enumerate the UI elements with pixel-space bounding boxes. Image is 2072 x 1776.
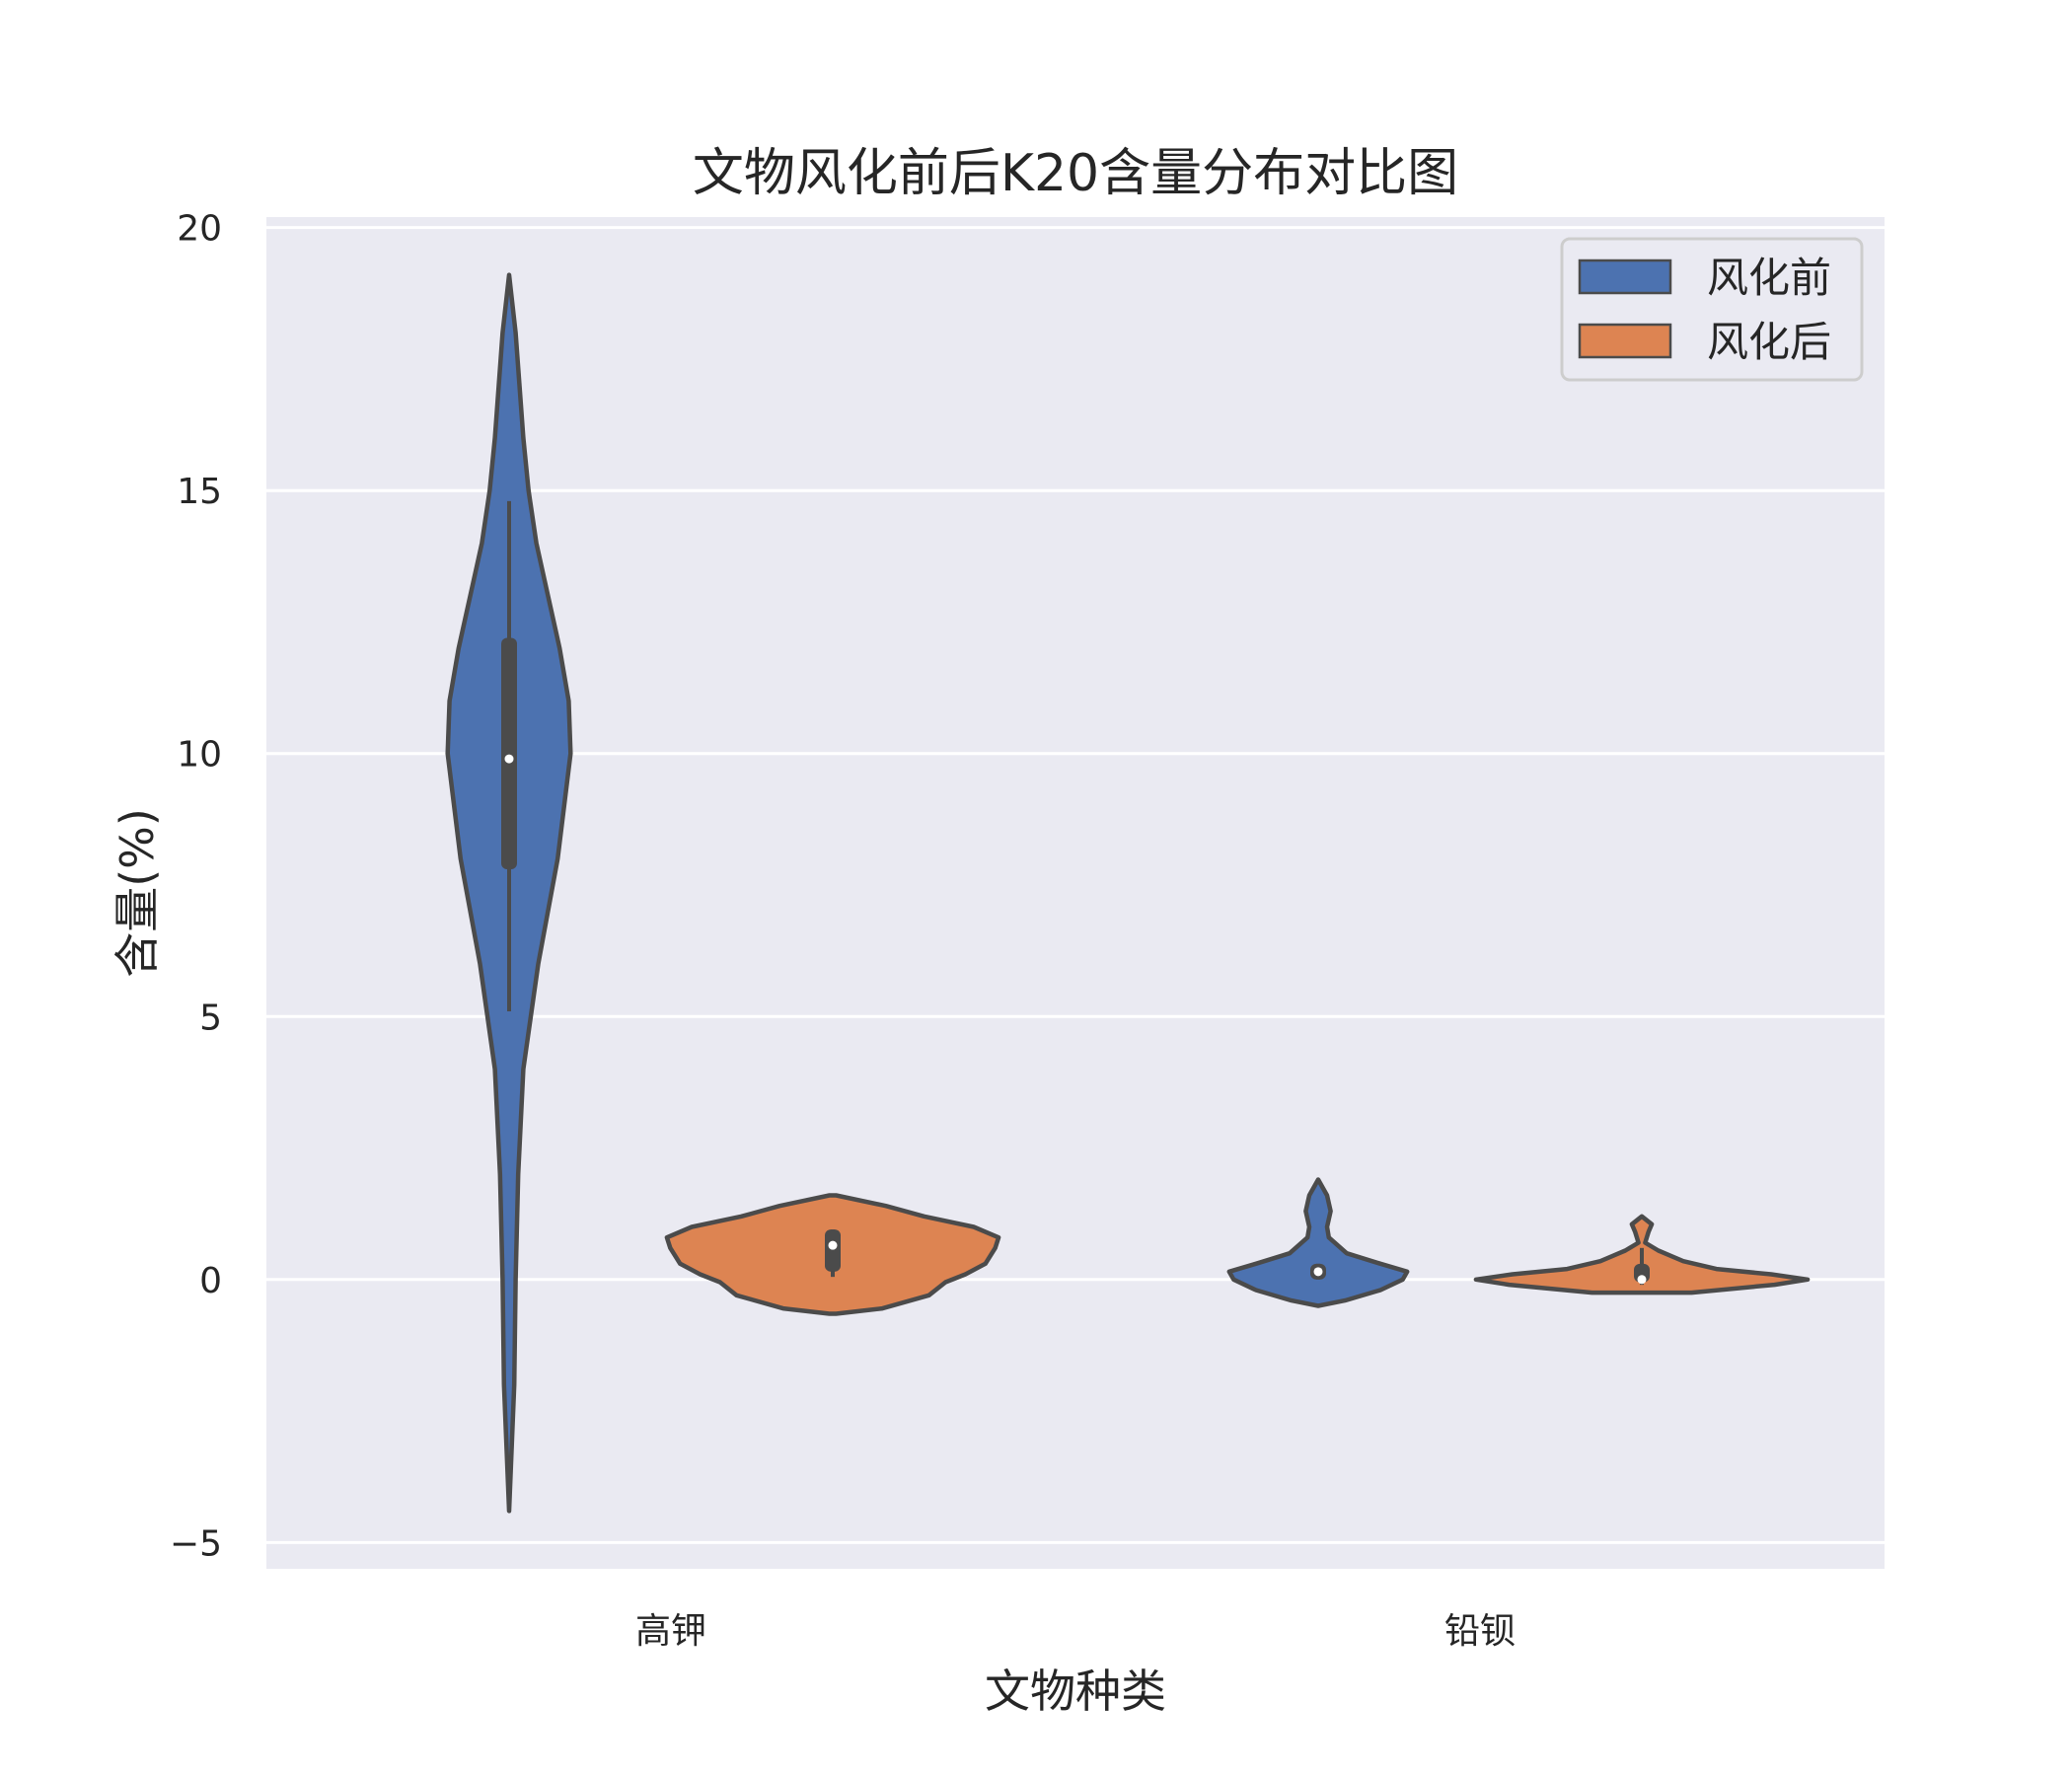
y-tick-label-15: 15 — [177, 472, 222, 512]
y-tick-label-10: 10 — [177, 735, 222, 776]
violin-高钾-风化后 — [664, 1193, 1001, 1316]
violin-iqr-box — [501, 637, 517, 870]
legend-label-after: 风化后 — [1707, 318, 1831, 366]
y-axis-label: 含量(%) — [111, 808, 164, 978]
legend-swatch-after — [1578, 323, 1672, 359]
violins — [445, 272, 1811, 1514]
legend: 风化前 风化后 — [1560, 237, 1864, 382]
violin-高钾-风化前 — [445, 272, 573, 1514]
y-tick-labels: −5 0 5 10 15 20 — [170, 209, 222, 1565]
violin-median-point — [1313, 1267, 1323, 1277]
y-tick-label-5: 5 — [199, 998, 222, 1038]
violin-铅钡-风化后 — [1473, 1214, 1811, 1295]
x-tick-label-铅钡: 铅钡 — [1444, 1611, 1516, 1652]
legend-swatch-before — [1578, 259, 1672, 295]
x-axis-label: 文物种类 — [985, 1665, 1166, 1718]
violin-median-point — [504, 754, 514, 764]
y-tick-label--5: −5 — [170, 1523, 222, 1564]
y-tick-label-0: 0 — [199, 1261, 222, 1301]
x-tick-label-高钾: 高钾 — [635, 1611, 706, 1652]
violin-body — [1226, 1177, 1410, 1308]
violin-iqr-box — [825, 1229, 841, 1272]
chart-title: 文物风化前后K20含量分布对比图 — [693, 144, 1458, 203]
violin-median-point — [828, 1240, 838, 1250]
violin-median-point — [1637, 1275, 1647, 1285]
y-tick-label-20: 20 — [177, 209, 222, 250]
violin-铅钡-风化前 — [1226, 1177, 1410, 1308]
legend-label-before: 风化前 — [1707, 254, 1831, 302]
x-tick-labels: 高钾 铅钡 — [635, 1611, 1516, 1652]
